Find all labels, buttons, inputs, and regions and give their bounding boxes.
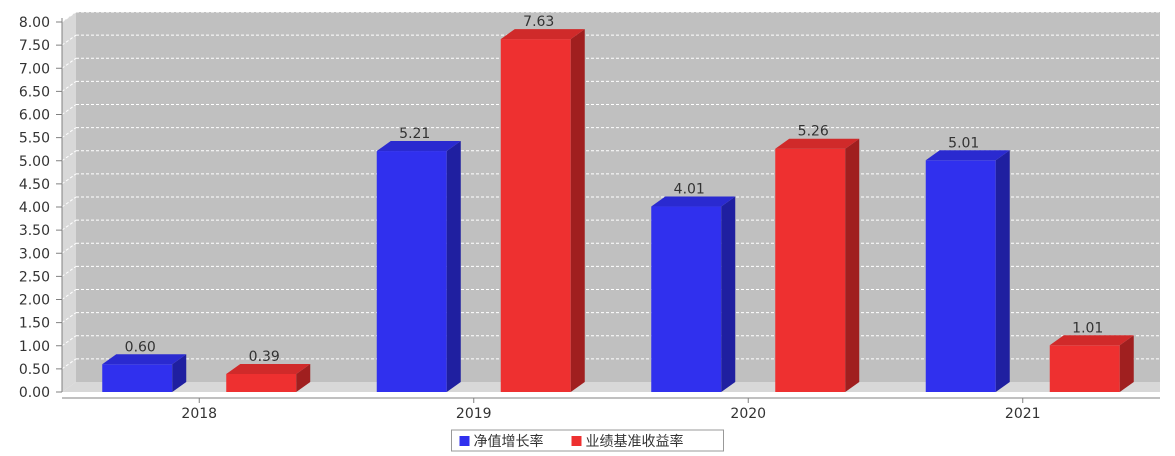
bar-top xyxy=(102,354,187,365)
data-label: 5.21 xyxy=(399,126,430,142)
gridline-side xyxy=(61,11,77,23)
bar-top xyxy=(925,150,1010,161)
bar-front xyxy=(500,39,571,393)
gridline-side xyxy=(61,358,77,370)
gridline-side xyxy=(61,173,77,185)
bar xyxy=(226,363,311,392)
data-label: 0.39 xyxy=(249,349,280,365)
y-tick-label: 7.50 xyxy=(19,38,50,54)
bar-side xyxy=(995,150,1010,392)
legend-box xyxy=(451,429,724,452)
bar xyxy=(102,354,187,392)
bar xyxy=(775,138,860,392)
x-tick-label: 2020 xyxy=(730,406,766,422)
bar-front xyxy=(925,160,996,392)
bar-front xyxy=(775,148,846,392)
bar xyxy=(1049,335,1134,392)
bar-front xyxy=(651,206,722,392)
bar-top xyxy=(226,363,311,374)
plot-side-wall xyxy=(62,12,76,392)
bar-side xyxy=(1119,335,1134,392)
gridline-side xyxy=(61,312,77,324)
y-tick-label: 0.00 xyxy=(19,385,50,401)
legend-label: 净值增长率 xyxy=(474,433,544,450)
gridline-side xyxy=(61,104,77,115)
y-tick-label: 4.50 xyxy=(19,177,50,193)
legend-label: 业绩基准收益率 xyxy=(586,433,684,450)
data-label: 5.26 xyxy=(798,124,829,140)
y-tick-label: 2.50 xyxy=(19,269,50,285)
plot-floor xyxy=(62,382,1160,392)
bar-top xyxy=(376,141,461,152)
bar xyxy=(651,196,736,392)
bar xyxy=(925,150,1010,392)
y-tick-label: 5.00 xyxy=(19,154,50,170)
bar-side xyxy=(845,138,860,392)
bar-front xyxy=(1049,345,1120,392)
data-label: 0.60 xyxy=(125,339,156,355)
y-tick-label: 2.00 xyxy=(19,293,50,309)
data-label: 4.01 xyxy=(674,182,705,198)
bar-side xyxy=(570,29,585,393)
gridline-side xyxy=(61,127,77,139)
bar-side xyxy=(721,196,736,392)
gridline-side xyxy=(61,219,77,231)
y-tick-label: 4.00 xyxy=(19,200,50,216)
bar xyxy=(500,29,585,393)
bar-top xyxy=(500,29,585,40)
gridline-side xyxy=(61,34,77,46)
gridline-side xyxy=(61,57,77,69)
y-tick-label: 3.00 xyxy=(19,246,50,262)
legend: 净值增长率 业绩基准收益率 xyxy=(451,429,724,452)
data-label: 1.01 xyxy=(1072,320,1103,336)
y-tick-label: 0.50 xyxy=(19,362,50,378)
gridline-side xyxy=(61,289,77,300)
gridline-side xyxy=(61,196,77,208)
bar-top xyxy=(775,138,860,149)
bar-side xyxy=(296,363,311,392)
gridline-side xyxy=(61,80,77,92)
x-tick-label: 2021 xyxy=(1005,406,1041,422)
bar xyxy=(376,141,461,392)
legend-swatch xyxy=(571,436,582,446)
y-tick-label: 6.00 xyxy=(19,108,50,124)
gridline-side xyxy=(61,265,77,277)
bars xyxy=(102,29,1134,393)
gridline-side xyxy=(61,242,77,254)
y-tick-label: 1.50 xyxy=(19,316,50,332)
data-label: 5.01 xyxy=(948,135,979,151)
bar-side xyxy=(446,141,461,392)
y-tick-label: 5.50 xyxy=(19,131,50,147)
legend-swatch xyxy=(459,436,470,446)
x-tick-label: 2019 xyxy=(456,406,492,422)
y-tick-label: 1.00 xyxy=(19,339,50,355)
gridline-side xyxy=(61,335,77,347)
bar-front xyxy=(226,373,297,392)
bar-front xyxy=(102,364,173,392)
y-tick-label: 3.50 xyxy=(19,223,50,239)
y-tick-label: 8.00 xyxy=(19,15,50,31)
y-tick-label: 7.00 xyxy=(19,61,50,77)
y-tick-label: 6.50 xyxy=(19,84,50,100)
data-label: 7.63 xyxy=(523,14,554,30)
gridline-side xyxy=(61,150,77,162)
bar-side xyxy=(172,354,187,392)
x-tick-label: 2018 xyxy=(181,406,217,422)
bar-top xyxy=(1049,335,1134,346)
gridlines xyxy=(61,11,1160,370)
bar-front xyxy=(376,151,447,392)
bar-top xyxy=(651,196,736,207)
axes: 0.00 0.50 1.00 1.50 2.00 2.50 3.00 3.50 4.00 4.50… xyxy=(19,15,1160,422)
data-labels: 0.60 0.39 5.21 7.63 4.01 5.26 5.01 1.01 xyxy=(125,14,1104,365)
